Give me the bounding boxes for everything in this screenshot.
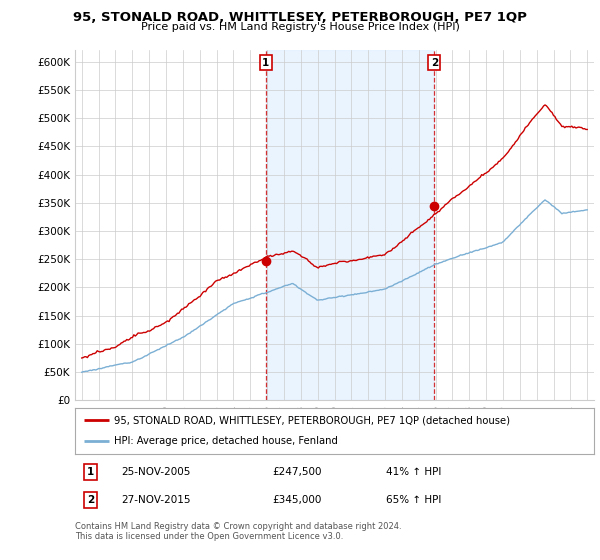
Text: 2: 2 xyxy=(87,495,94,505)
Text: 27-NOV-2015: 27-NOV-2015 xyxy=(122,495,191,505)
Text: Price paid vs. HM Land Registry's House Price Index (HPI): Price paid vs. HM Land Registry's House … xyxy=(140,22,460,32)
Text: £345,000: £345,000 xyxy=(272,495,322,505)
Text: 95, STONALD ROAD, WHITTLESEY, PETERBOROUGH, PE7 1QP (detached house): 95, STONALD ROAD, WHITTLESEY, PETERBOROU… xyxy=(114,415,510,425)
Text: 2: 2 xyxy=(431,58,438,68)
Text: 95, STONALD ROAD, WHITTLESEY, PETERBOROUGH, PE7 1QP: 95, STONALD ROAD, WHITTLESEY, PETERBOROU… xyxy=(73,11,527,24)
Text: Contains HM Land Registry data © Crown copyright and database right 2024.
This d: Contains HM Land Registry data © Crown c… xyxy=(75,522,401,542)
Text: 65% ↑ HPI: 65% ↑ HPI xyxy=(386,495,442,505)
Text: 41% ↑ HPI: 41% ↑ HPI xyxy=(386,467,442,477)
Text: 1: 1 xyxy=(262,58,269,68)
Bar xyxy=(266,50,434,400)
Text: HPI: Average price, detached house, Fenland: HPI: Average price, detached house, Fenl… xyxy=(114,436,338,446)
Text: 1: 1 xyxy=(87,467,94,477)
Text: £247,500: £247,500 xyxy=(272,467,322,477)
Text: 25-NOV-2005: 25-NOV-2005 xyxy=(122,467,191,477)
